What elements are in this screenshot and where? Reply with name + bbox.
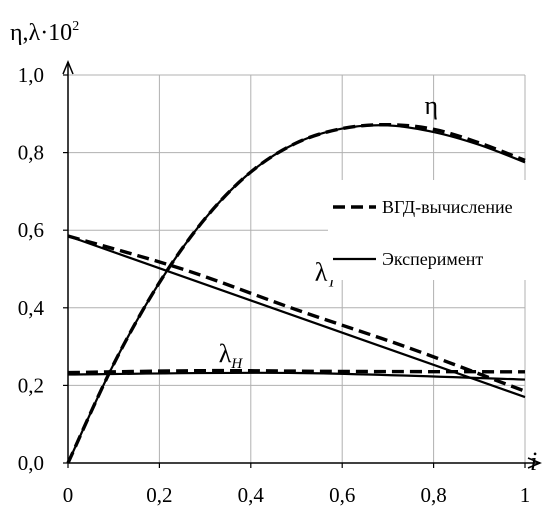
x-tick-label: 0,8 [420,483,446,507]
y-axis-label: η,λ·102 [10,19,79,46]
x-tick-label: 0 [63,483,74,507]
x-axis-label: i [530,447,537,476]
y-tick-label: 0,0 [18,451,44,475]
y-axis-label-main: η,λ·10 [10,20,72,46]
series-line-1-dashed [66,122,526,464]
legend: ВГД-вычисление Эксперимент [328,180,554,280]
legend-label-experiment: Эксперимент [382,249,483,269]
annotation-label-0: η [424,91,438,120]
series-line-3-dashed [67,234,526,393]
series-line-4-solid [67,371,526,381]
y-tick-label: 0,6 [18,218,44,242]
series-line-0-solid [67,124,526,464]
y-tick-label: 1,0 [18,63,44,87]
legend-background [328,180,554,280]
x-axis-arrow [527,457,542,469]
series-layer [66,122,526,464]
x-tick-label: 1 [520,483,531,507]
x-tick-label: 0,4 [238,483,265,507]
y-tick-label: 0,2 [18,373,44,397]
y-axis-arrow [62,60,74,75]
annotation-label-2: λH [219,339,244,372]
annotation-symbol: λ [315,258,328,287]
series-line-5-dashed [67,368,526,375]
axes [62,60,542,469]
annotation-subscript: H [230,356,243,372]
annotation-symbol: η [424,91,438,120]
x-tick-label: 0,2 [146,483,172,507]
legend-label-computed: ВГД-вычисление [382,197,513,217]
y-tick-label: 0,4 [18,296,45,320]
annotation-subscript: T [327,275,337,291]
tick-labels: 0 0,2 0,4 0,6 0,8 1 0,0 0,2 0,4 0,6 0,8 1,0 [18,63,531,507]
annotation-symbol: λ [219,339,232,368]
annotation-label-1: λT [315,258,338,291]
y-tick-label: 0,8 [18,141,44,165]
y-axis-label-sup: 2 [72,19,79,34]
x-tick-label: 0,6 [329,483,355,507]
